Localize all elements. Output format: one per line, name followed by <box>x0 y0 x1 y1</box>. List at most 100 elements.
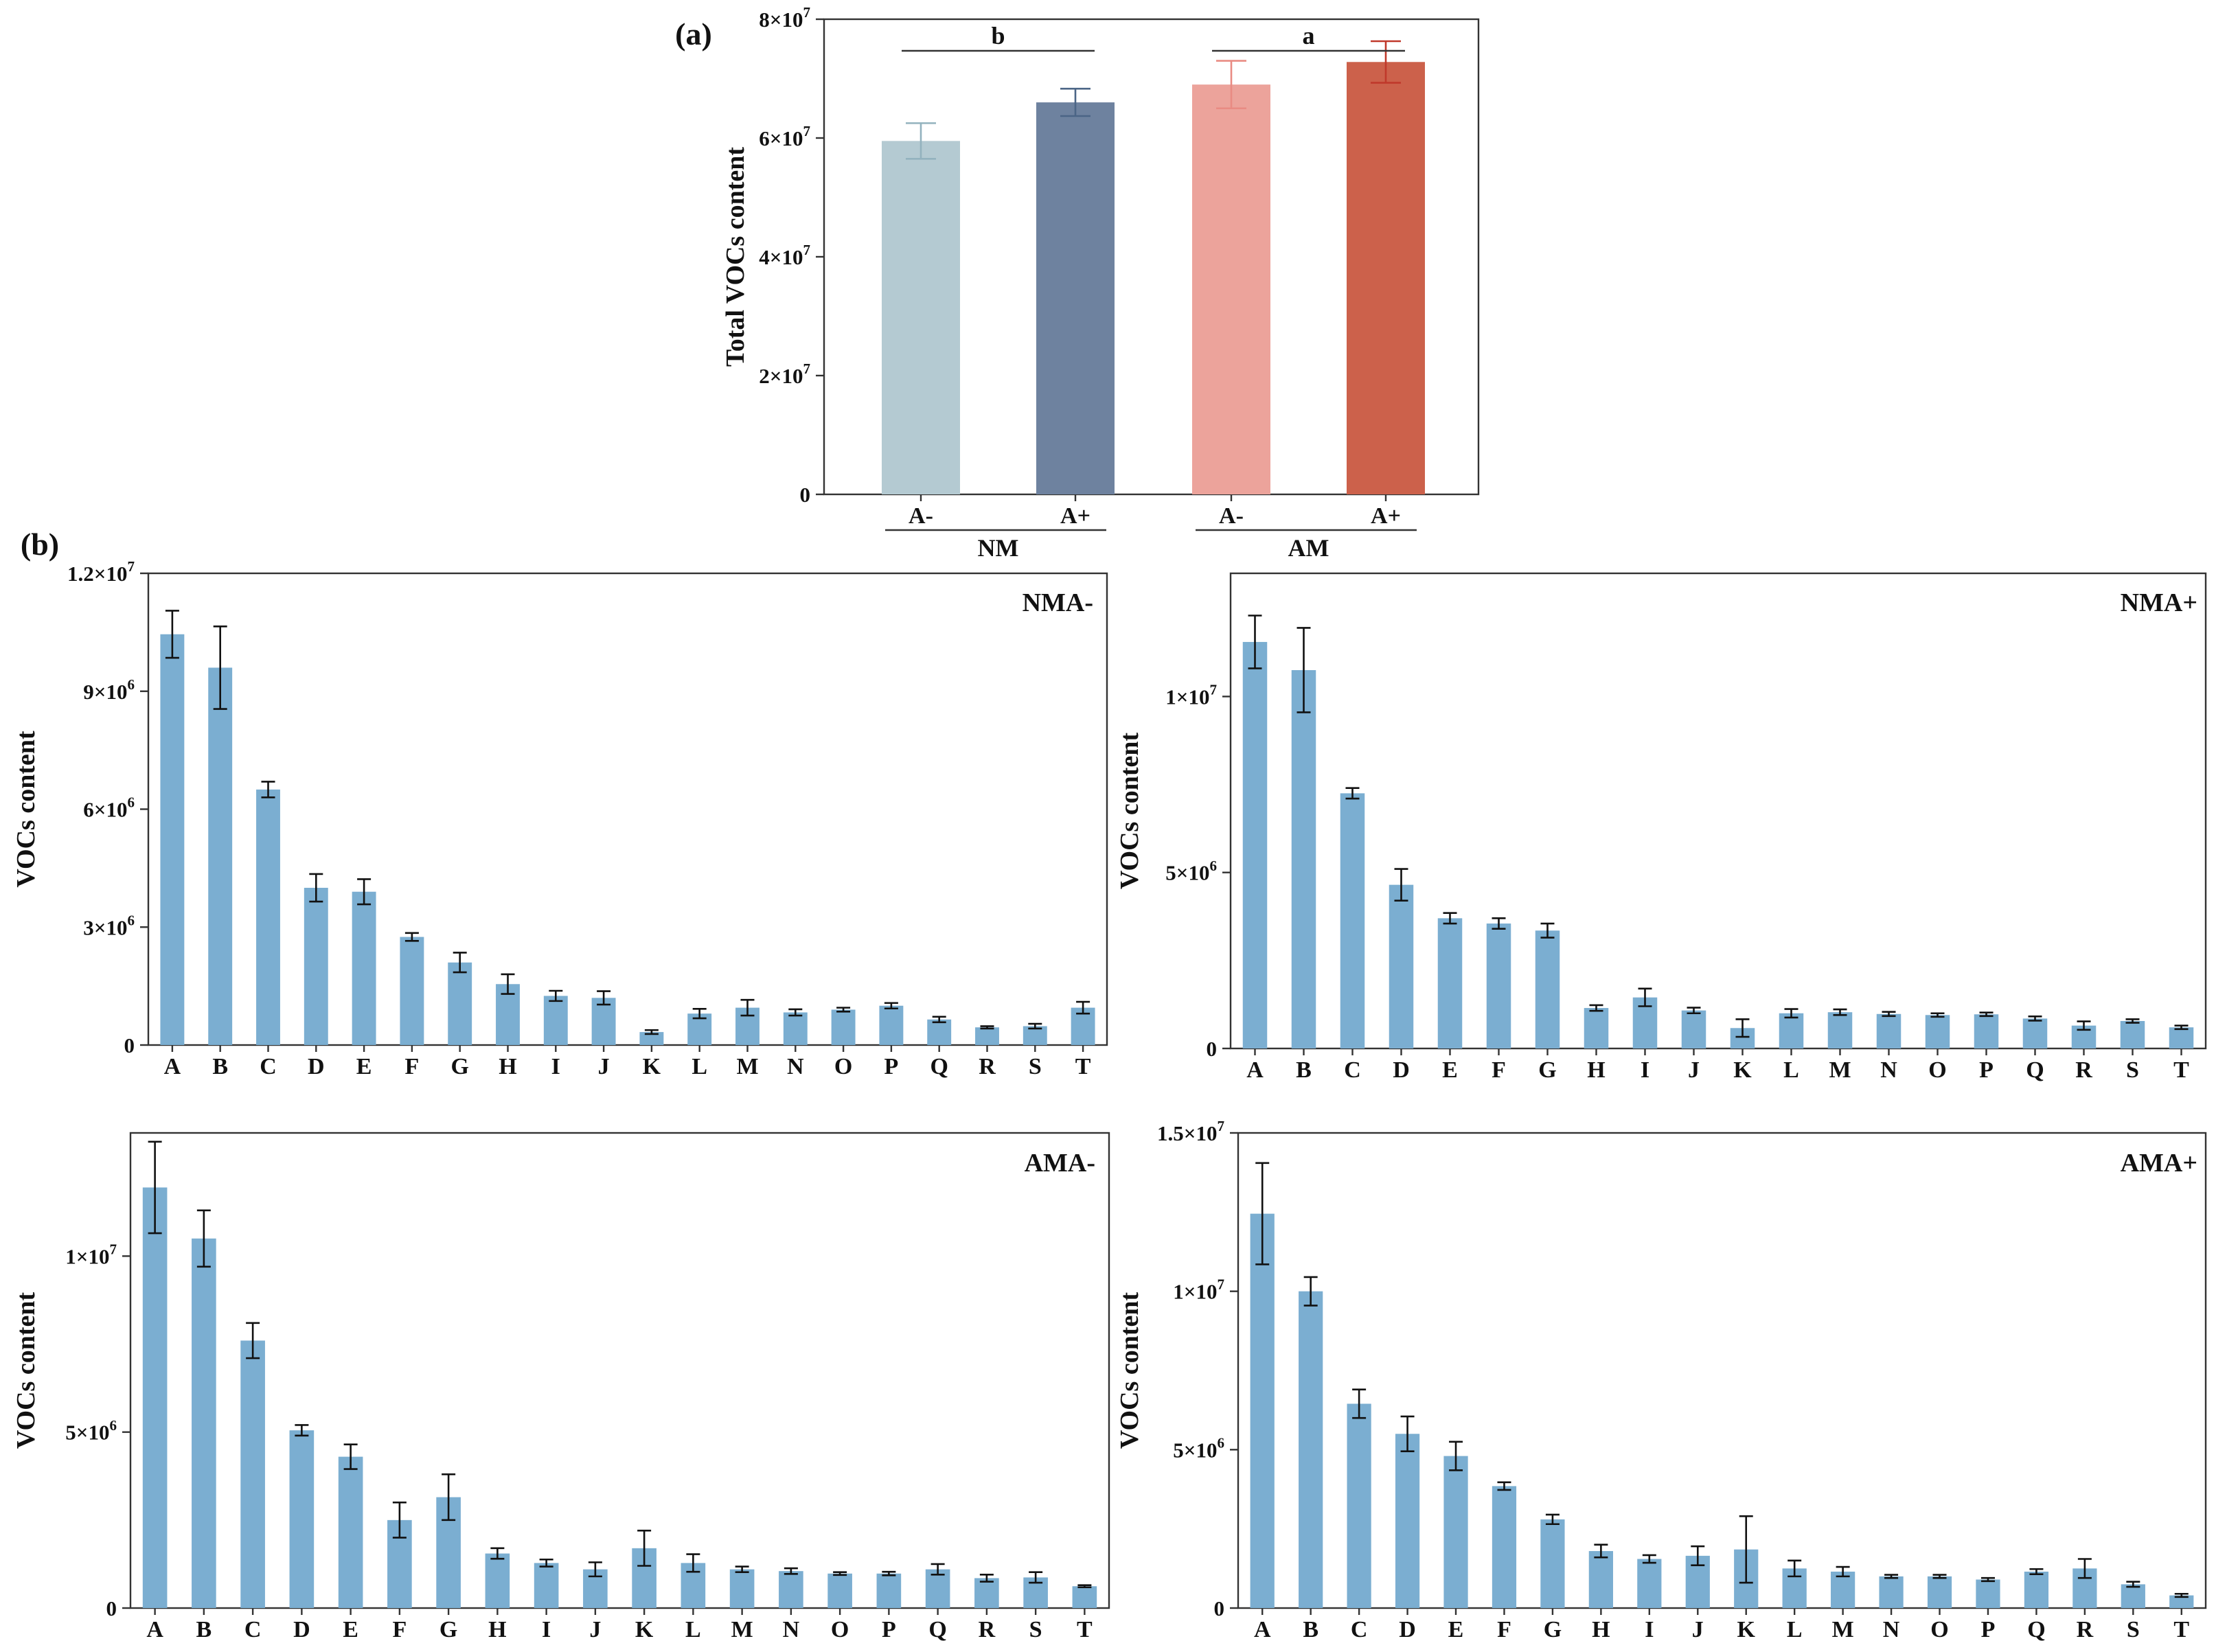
bar <box>1250 1213 1275 1608</box>
y-tick-exponent: 7 <box>1217 1118 1224 1134</box>
bar <box>1036 102 1115 495</box>
bar <box>1779 1013 1804 1048</box>
x-tick-label: F <box>1497 1617 1511 1642</box>
x-tick-label: M <box>1829 1057 1851 1083</box>
y-tick-label: 1.5×107 <box>1157 1118 1224 1145</box>
x-tick-label: K <box>1733 1057 1752 1083</box>
bar <box>1443 1456 1468 1608</box>
y-axis-label: VOCs content <box>1115 733 1144 890</box>
bar <box>192 1238 216 1608</box>
y-tick-label: 0 <box>1214 1596 1225 1620</box>
panel-title: NMA+ <box>2121 588 2197 617</box>
y-tick-exponent: 6 <box>127 912 135 928</box>
y-tick-exponent: 7 <box>127 558 135 575</box>
bar <box>400 937 424 1045</box>
bar <box>1242 641 1268 1048</box>
x-tick-label: T <box>1077 1617 1093 1642</box>
x-tick-label: C <box>244 1617 262 1642</box>
y-tick-mantissa: 5×10 <box>65 1421 109 1445</box>
y-tick-label: 6×107 <box>759 123 810 150</box>
x-tick-label: A+ <box>1371 503 1401 529</box>
bar <box>882 141 960 494</box>
y-tick-label: 3×106 <box>83 912 135 939</box>
x-tick-label: L <box>1783 1057 1799 1083</box>
bar <box>352 891 376 1045</box>
x-tick-label: R <box>979 1617 996 1642</box>
bar <box>1974 1014 1999 1048</box>
y-tick-label: 5×106 <box>1165 858 1217 885</box>
bar <box>1395 1434 1420 1608</box>
y-tick-exponent: 7 <box>803 4 810 21</box>
x-tick-label: T <box>2173 1057 2189 1083</box>
x-tick-label: S <box>1029 1617 1042 1642</box>
bar <box>1584 1008 1609 1048</box>
bar <box>2169 1027 2194 1048</box>
bar <box>534 1563 559 1608</box>
panel-label-a: (a) <box>675 16 712 51</box>
bar <box>2022 1018 2048 1048</box>
y-tick-exponent: 7 <box>1209 681 1217 698</box>
y-tick-mantissa: 5×10 <box>1165 861 1209 885</box>
x-tick-label: O <box>1928 1057 1946 1083</box>
x-tick-label: A+ <box>1060 503 1090 529</box>
x-tick-label: D <box>293 1617 310 1642</box>
x-tick-label: I <box>1641 1057 1649 1083</box>
x-tick-label: K <box>1737 1617 1755 1642</box>
y-tick-label: 0 <box>106 1596 117 1620</box>
y-tick-label: 0 <box>800 483 811 507</box>
plot-frame <box>147 572 1108 1046</box>
x-tick-label: N <box>787 1054 804 1079</box>
bar <box>304 888 328 1045</box>
x-tick-label: C <box>1344 1057 1361 1083</box>
bar <box>1927 1576 1952 1608</box>
bar <box>142 1187 168 1608</box>
bar <box>1291 669 1316 1048</box>
panel-label-b: (b) <box>21 527 59 562</box>
bar <box>779 1571 803 1608</box>
y-tick-exponent: 6 <box>1209 858 1217 874</box>
x-tick-label: H <box>1587 1057 1605 1083</box>
x-tick-label: O <box>831 1617 849 1642</box>
y-tick-mantissa: 1×10 <box>65 1244 109 1268</box>
bar <box>543 996 568 1045</box>
x-tick-label: I <box>542 1617 551 1642</box>
bar <box>1540 1519 1565 1608</box>
y-tick-exponent: 6 <box>1217 1434 1224 1451</box>
y-tick-mantissa: 4×10 <box>759 245 803 269</box>
bar <box>876 1573 902 1608</box>
y-tick-label: 1×107 <box>1165 681 1217 709</box>
x-tick-label: Q <box>2027 1617 2045 1642</box>
x-tick-label: N <box>1883 1617 1900 1642</box>
x-tick-label: C <box>1351 1617 1368 1642</box>
y-tick-label: 0 <box>124 1033 135 1057</box>
x-tick-label: P <box>1979 1057 1994 1083</box>
bar <box>1340 793 1365 1048</box>
x-tick-label: G <box>1538 1057 1556 1083</box>
x-tick-label: T <box>2173 1617 2189 1642</box>
group-label: NM <box>978 534 1019 562</box>
bar <box>240 1340 265 1608</box>
y-tick-label: 1×107 <box>1173 1276 1224 1304</box>
x-tick-label: J <box>589 1617 601 1642</box>
significance-letter: a <box>1303 22 1315 49</box>
y-tick-exponent: 6 <box>127 676 135 693</box>
y-tick-label: 5×106 <box>65 1417 117 1445</box>
bar <box>975 1027 999 1045</box>
y-tick-label: 6×106 <box>83 794 135 822</box>
y-tick-label: 5×106 <box>1173 1434 1224 1462</box>
y-tick-mantissa: 8×10 <box>759 8 803 32</box>
bar <box>1879 1576 1904 1608</box>
x-tick-label: D <box>308 1054 325 1079</box>
x-tick-label: E <box>356 1054 372 1079</box>
plot-frame <box>129 1132 1110 1609</box>
x-tick-label: I <box>1645 1617 1654 1642</box>
y-tick-mantissa: 1.2×10 <box>67 562 127 586</box>
x-tick-label: F <box>392 1617 407 1642</box>
significance-letter: b <box>991 22 1005 49</box>
y-tick-mantissa: 6×10 <box>83 798 127 822</box>
y-tick-label: 8×107 <box>759 4 810 32</box>
bar <box>1437 918 1463 1048</box>
bar <box>591 998 616 1045</box>
x-tick-label: O <box>834 1054 852 1079</box>
x-tick-label: S <box>2126 1057 2139 1083</box>
